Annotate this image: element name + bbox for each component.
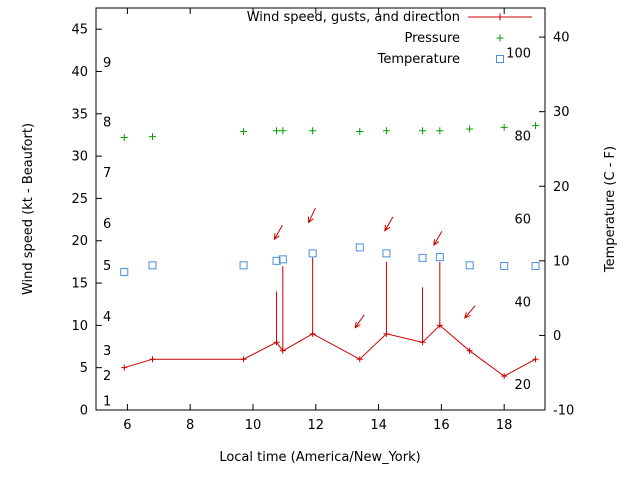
wind-point <box>501 373 508 380</box>
plot-border <box>95 7 546 411</box>
temperature-point <box>382 249 391 258</box>
legend-temperature-label: Temperature <box>377 52 460 67</box>
y-right-tick-label: 20 <box>553 180 570 195</box>
wind-point <box>149 356 156 363</box>
beaufort-label: 7 <box>103 166 111 181</box>
x-axis-title: Local time (America/New_York) <box>219 450 420 465</box>
temperature-point <box>239 261 248 270</box>
fahrenheit-label: 40 <box>514 295 531 310</box>
y-left-tick-label: 15 <box>71 277 88 292</box>
temperature-point <box>465 261 474 270</box>
x-tick-label: 18 <box>496 418 513 433</box>
beaufort-label: 8 <box>103 115 111 130</box>
temperature-point <box>500 262 509 271</box>
wind-point <box>121 364 128 371</box>
wind-direction-arrow <box>433 231 443 247</box>
beaufort-label: 9 <box>103 56 111 71</box>
y-left-tick-label: 35 <box>71 107 88 122</box>
legend-temperature-point-sample <box>496 55 504 63</box>
beaufort-label: 4 <box>103 310 111 325</box>
y-left-tick-label: 30 <box>71 150 88 165</box>
legend-wind-point-sample <box>496 13 504 21</box>
wind-direction-arrow <box>384 216 394 232</box>
temperature-point <box>148 261 157 270</box>
pressure-point <box>309 127 317 135</box>
y-right-tick-label: 40 <box>553 31 570 46</box>
fahrenheit-label: 60 <box>514 212 531 227</box>
x-tick-label: 10 <box>245 418 262 433</box>
y-right-tick-label: -10 <box>553 404 574 419</box>
pressure-point <box>240 128 248 136</box>
fahrenheit-label: 100 <box>506 47 531 62</box>
y-left-tick-label: 5 <box>80 361 88 376</box>
wind-point <box>273 339 280 346</box>
wind-point <box>532 356 539 363</box>
pressure-point <box>532 122 540 130</box>
beaufort-label: 6 <box>103 217 111 232</box>
x-tick-label: 12 <box>308 418 325 433</box>
y-right-axis-title: Temperature (C - F) <box>603 146 618 273</box>
beaufort-label: 2 <box>103 369 111 384</box>
chart-legend: Wind speed, gusts, and direction Pressur… <box>247 10 532 67</box>
beaufort-label: 1 <box>103 395 111 410</box>
beaufort-label: 5 <box>103 259 111 274</box>
pressure-point <box>419 127 427 135</box>
wind-point <box>309 330 316 337</box>
plot-layer: 6 8 10 12 14 16 18051015202530354045-100102030… <box>71 7 574 433</box>
y-right-tick-label: 10 <box>553 254 570 269</box>
temperature-point <box>272 256 281 265</box>
y-left-tick-label: 25 <box>71 192 88 207</box>
wind-direction-arrow <box>273 225 283 241</box>
wind-point <box>466 347 473 354</box>
x-tick-label: 8 <box>186 418 194 433</box>
temperature-point <box>278 255 287 264</box>
y-left-tick-label: 40 <box>71 65 88 80</box>
temperature-point <box>308 249 317 258</box>
wind-direction-arrow <box>308 207 316 224</box>
temperature-point <box>531 262 540 271</box>
temperature-point <box>418 253 427 262</box>
legend-wind-label: Wind speed, gusts, and direction <box>247 10 460 25</box>
fahrenheit-label: 20 <box>514 378 531 393</box>
y-left-tick-label: 45 <box>71 23 88 38</box>
wind-point <box>240 356 247 363</box>
y-right-tick-label: 30 <box>553 105 570 120</box>
wind-direction-arrow <box>464 305 476 319</box>
pressure-point <box>466 125 474 133</box>
pressure-point <box>436 127 444 135</box>
x-tick-label: 6 <box>123 418 131 433</box>
y-left-tick-label: 20 <box>71 234 88 249</box>
wind-line <box>124 324 536 377</box>
temperature-point <box>435 253 444 262</box>
wind-point <box>356 356 363 363</box>
pressure-point <box>382 127 390 135</box>
wind-point <box>279 347 286 354</box>
legend-pressure-label: Pressure <box>404 31 460 46</box>
beaufort-label: 3 <box>103 344 111 359</box>
y-left-tick-label: 0 <box>80 404 88 419</box>
y-left-tick-label: 10 <box>71 319 88 334</box>
pressure-point <box>356 128 364 136</box>
pressure-point <box>149 133 157 141</box>
wind-point <box>419 339 426 346</box>
fahrenheit-label: 80 <box>514 130 531 145</box>
wind-point <box>383 330 390 337</box>
pressure-point <box>500 123 508 131</box>
temperature-point <box>120 268 129 277</box>
pressure-point <box>273 127 281 135</box>
wind-point <box>436 322 443 329</box>
x-tick-label: 14 <box>370 418 387 433</box>
pressure-point <box>279 127 287 135</box>
y-left-axis-title: Wind speed (kt - Beaufort) <box>21 123 36 295</box>
y-right-tick-label: 0 <box>553 329 561 344</box>
legend-pressure-point-sample <box>496 34 504 42</box>
pressure-point <box>120 133 128 141</box>
wind-direction-arrow <box>354 314 365 329</box>
temperature-point <box>355 243 364 252</box>
x-tick-label: 16 <box>433 418 450 433</box>
